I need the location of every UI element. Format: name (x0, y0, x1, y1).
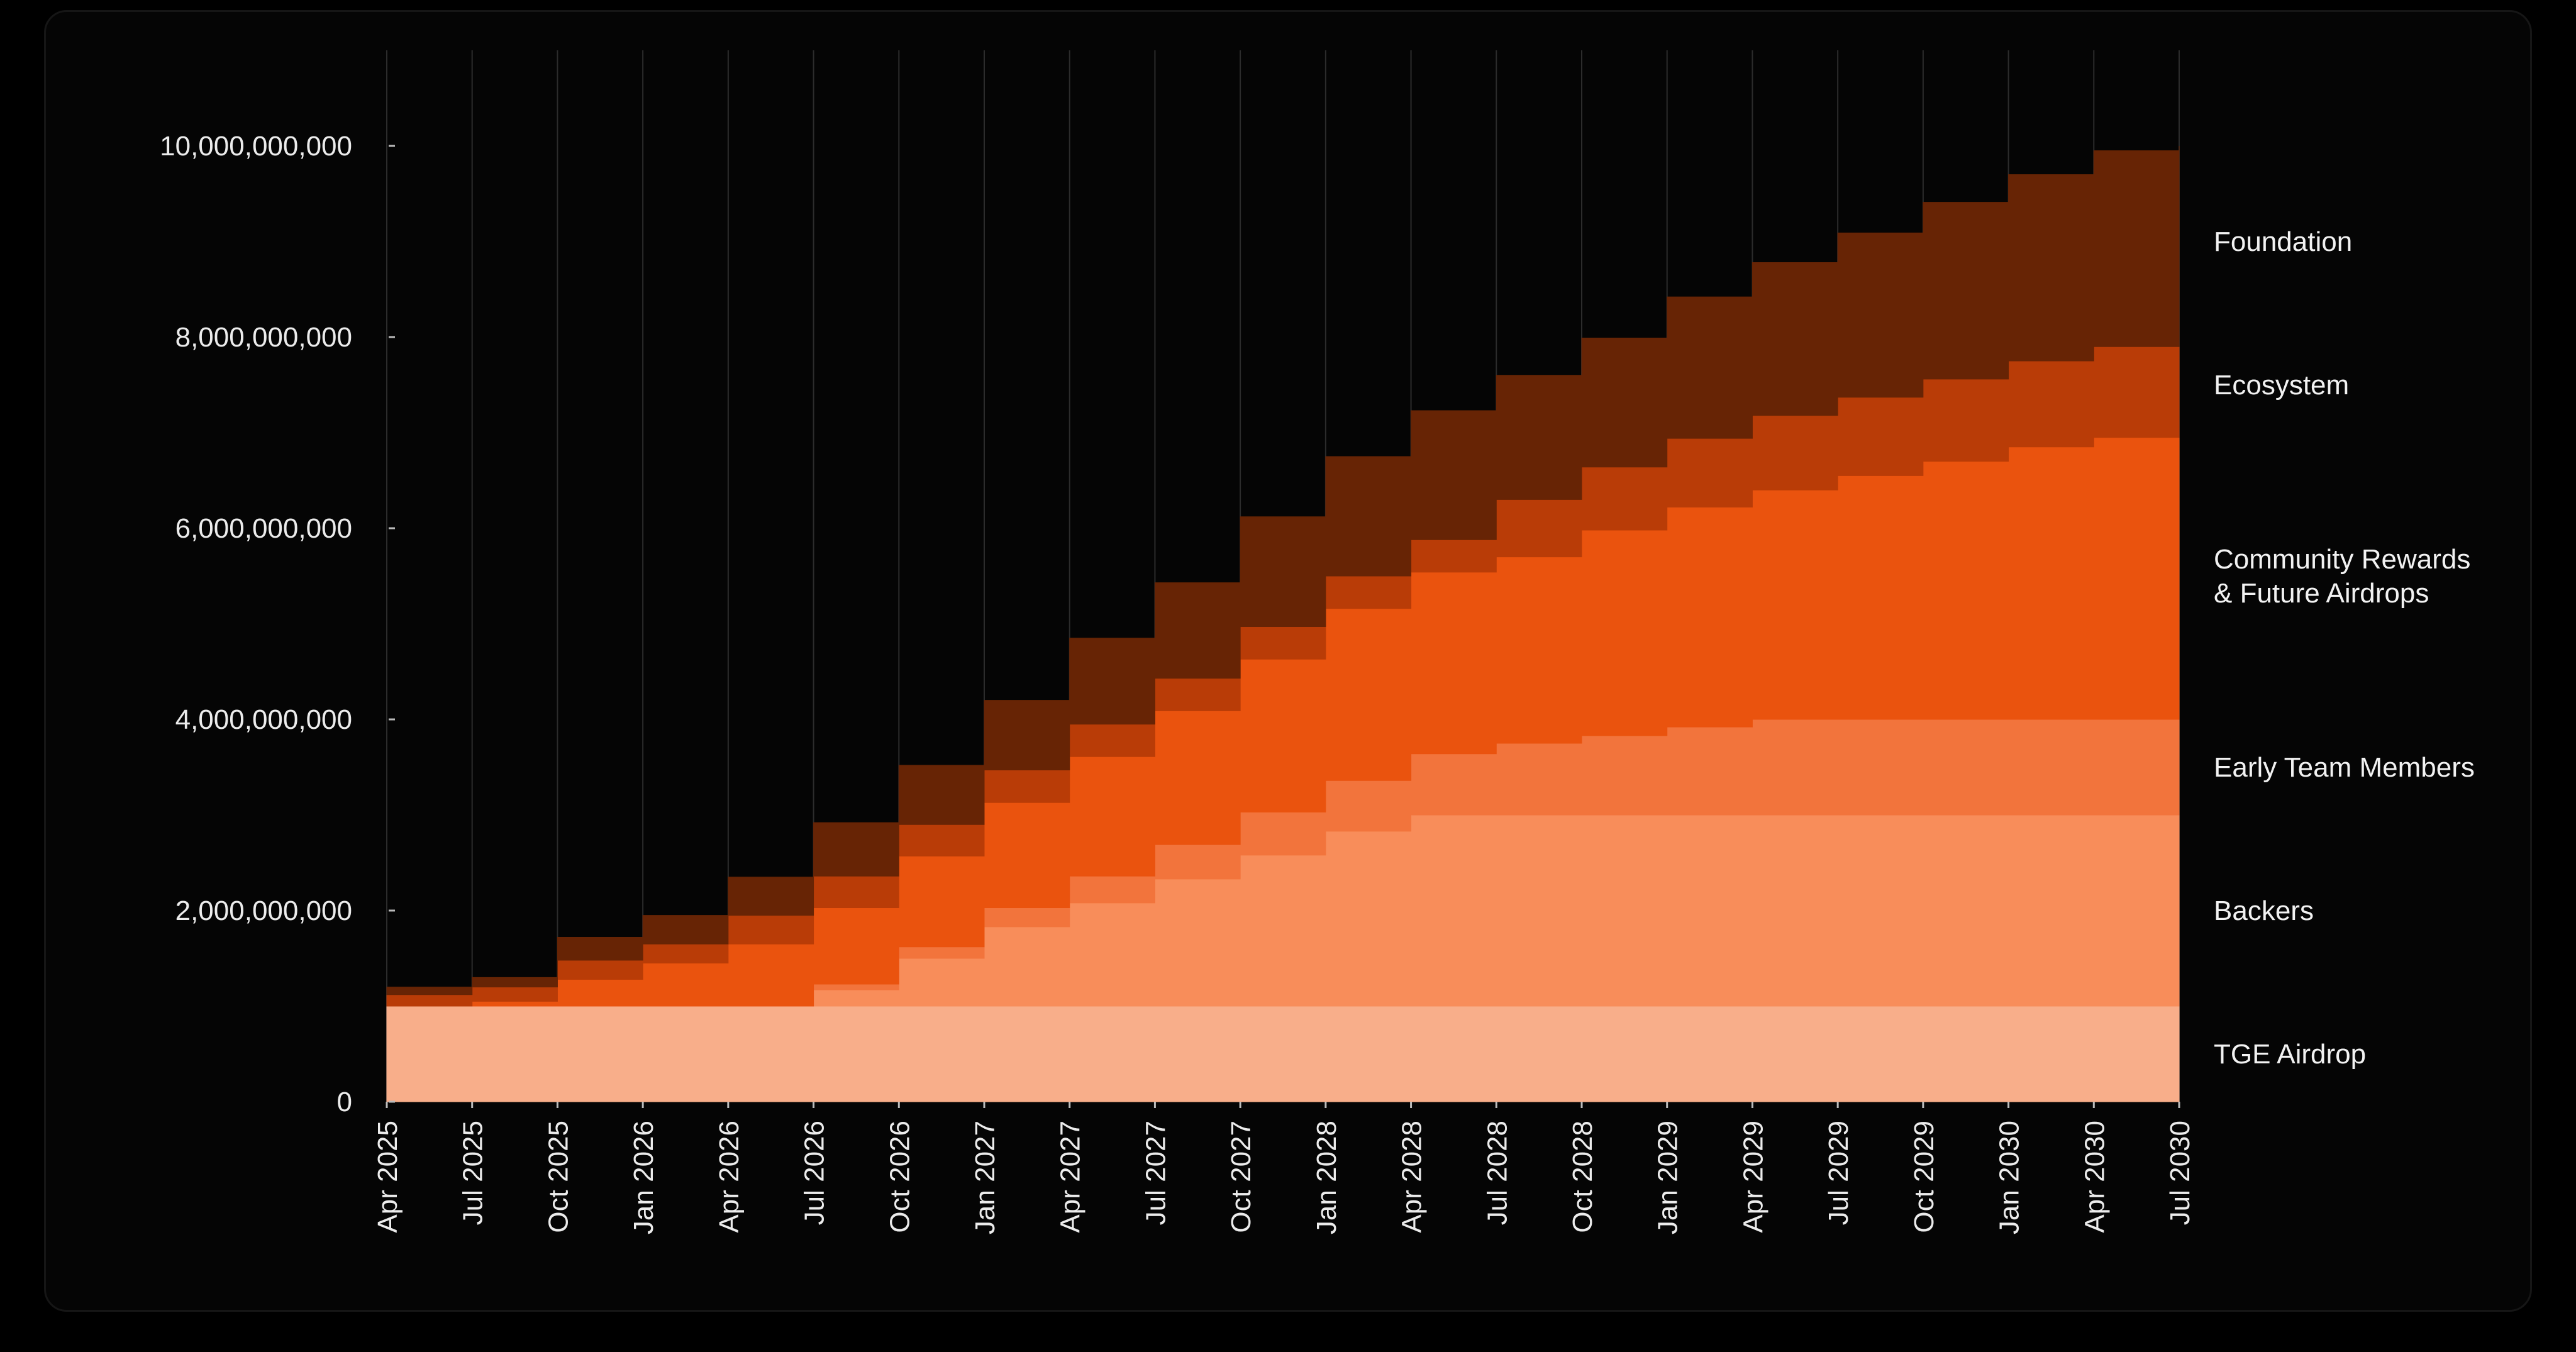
x-tick-label-0: Apr 2025 (372, 1121, 403, 1233)
x-tick-label-20: Apr 2030 (2079, 1121, 2110, 1233)
series-label-ecosystem: Ecosystem (2214, 370, 2349, 401)
area-foundation (386, 146, 2180, 995)
y-tick-label-5: 10,000,000,000 (160, 131, 352, 162)
y-tick-label-2: 4,000,000,000 (175, 704, 352, 735)
y-tick-label-0: 0 (337, 1087, 352, 1117)
x-tick-label-18: Oct 2029 (1909, 1121, 1940, 1233)
x-tick-label-11: Jan 2028 (1311, 1121, 1342, 1234)
series-label-early-team-members: Early Team Members (2214, 752, 2475, 783)
y-tick-label-1: 2,000,000,000 (175, 895, 352, 926)
x-tick-label-5: Jul 2026 (799, 1121, 830, 1225)
x-tick-label-8: Apr 2027 (1055, 1121, 1086, 1233)
area-tge-airdrop (386, 1006, 2180, 1102)
x-tick-label-10: Oct 2027 (1226, 1121, 1257, 1233)
x-tick-label-12: Apr 2028 (1397, 1121, 1428, 1233)
series-label-tge-airdrop: TGE Airdrop (2214, 1039, 2366, 1070)
x-tick-label-1: Jul 2025 (458, 1121, 489, 1225)
series-label-community-rewards-future-airdrops: Community Rewards & Future Airdrops (2214, 544, 2470, 609)
x-tick-label-14: Oct 2028 (1567, 1121, 1598, 1233)
x-tick-label-17: Jul 2029 (1823, 1121, 1854, 1225)
y-tick-label-4: 8,000,000,000 (175, 322, 352, 353)
x-tick-label-6: Oct 2026 (884, 1121, 915, 1233)
series-label-foundation: Foundation (2214, 226, 2352, 257)
x-tick-label-7: Jan 2027 (970, 1121, 1001, 1234)
x-tick-label-3: Jan 2026 (628, 1121, 659, 1234)
x-tick-label-15: Jan 2029 (1653, 1121, 1684, 1234)
series-labels: TGE Airdrop Backers Early Team Members Comm… (2214, 226, 2475, 1070)
x-tick-label-21: Jul 2030 (2165, 1121, 2196, 1225)
area-layer (386, 146, 2180, 1102)
series-label-backers: Backers (2214, 895, 2314, 926)
x-tick-label-4: Apr 2026 (714, 1121, 745, 1233)
x-tick-label-9: Jul 2027 (1140, 1121, 1171, 1225)
x-tick-label-19: Jan 2030 (1994, 1121, 2025, 1234)
x-tick-label-13: Jul 2028 (1482, 1121, 1513, 1225)
x-tick-label-16: Apr 2029 (1738, 1121, 1768, 1233)
y-tick-label-3: 6,000,000,000 (175, 513, 352, 544)
x-tick-label-2: Oct 2025 (543, 1121, 574, 1233)
x-axis: Apr 2025 Jul 2025 Oct 2025 Jan 2026 Apr 2026… (372, 1102, 2196, 1234)
y-axis: 0 2,000,000,000 4,000,000,000 6,000,000,000… (160, 131, 395, 1117)
